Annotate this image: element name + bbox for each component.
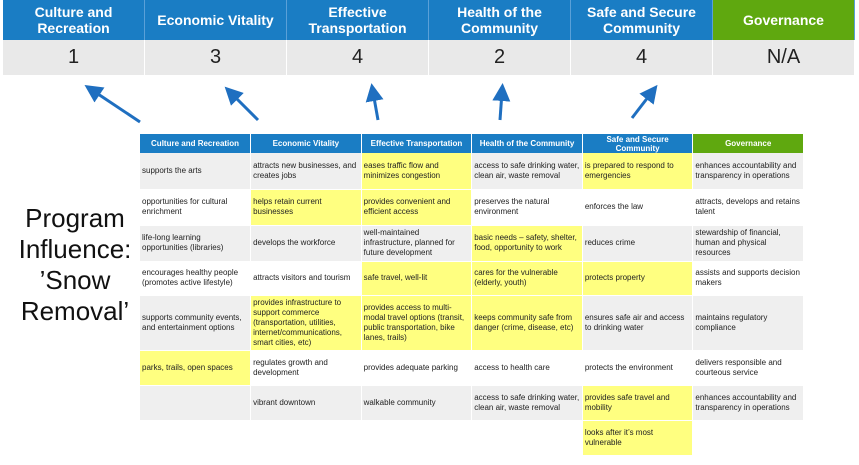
arrows <box>84 83 658 124</box>
table-cell <box>361 420 473 456</box>
summary-score: 2 <box>429 40 571 75</box>
arrow-icon <box>365 83 384 121</box>
summary-score: N/A <box>713 40 855 75</box>
arrow-icon <box>224 86 260 122</box>
table-cell: enforces the law <box>582 189 694 226</box>
table-cell: opportunities for cultural enrichment <box>140 189 252 226</box>
table-cell: attracts visitors and tourism <box>250 261 362 296</box>
table-cell: keeps community safe from danger (crime,… <box>471 295 583 351</box>
arrow-icon <box>84 85 141 124</box>
table-cell: eases traffic flow and minimizes congest… <box>361 153 473 190</box>
table-cell <box>140 420 252 456</box>
table-cell: provides safe travel and mobility <box>582 385 694 421</box>
table-cell: well-maintained infrastructure, planned … <box>361 225 473 262</box>
arrow-icon <box>630 84 658 119</box>
table-cell: ensures safe air and access to drinking … <box>582 295 694 351</box>
table-cell: preserves the natural environment <box>471 189 583 226</box>
column-header: Economic Vitality <box>250 134 362 153</box>
summary-header: Effective Transportation <box>287 0 429 40</box>
arrow-icon <box>492 83 511 121</box>
table-cell: looks after it’s most vulnerable <box>582 420 694 456</box>
table-cell: walkable community <box>361 385 473 421</box>
table-cell: delivers responsible and courteous servi… <box>692 350 804 386</box>
program-influence-label: Program Influence: ’Snow Removal’ <box>18 203 132 326</box>
table-row: parks, trails, open spaces regulates grow… <box>140 350 804 386</box>
table-cell: supports community events, and entertain… <box>140 295 252 351</box>
table-cell: reduces crime <box>582 225 694 262</box>
influence-table: Culture and Recreation Economic Vitality E… <box>140 134 804 456</box>
table-cell: helps retain current businesses <box>250 189 362 226</box>
table-cell <box>471 420 583 456</box>
column-header: Effective Transportation <box>361 134 473 153</box>
table-cell: life-long learning opportunities (librar… <box>140 225 252 262</box>
column-header: Health of the Community <box>471 134 583 153</box>
table-row: supports community events, and entertain… <box>140 295 804 351</box>
table-row: encourages healthy people (promotes acti… <box>140 261 804 296</box>
table-row: supports the arts attracts new businesses… <box>140 153 804 190</box>
table-cell: provides access to multi-modal travel op… <box>361 295 473 351</box>
table-cell: enhances accountability and transparency… <box>692 153 804 190</box>
summary-score: 1 <box>3 40 145 75</box>
column-header: Governance <box>692 134 804 153</box>
table-cell: parks, trails, open spaces <box>140 350 252 386</box>
table-cell: protects the environment <box>582 350 694 386</box>
table-cell: encourages healthy people (promotes acti… <box>140 261 252 296</box>
column-header: Culture and Recreation <box>140 134 252 153</box>
table-row: looks after it’s most vulnerable <box>140 420 804 456</box>
summary-header: Health of the Community <box>429 0 571 40</box>
summary-scorecard: Culture and Recreation Economic Vitality E… <box>3 0 856 75</box>
summary-score: 4 <box>571 40 713 75</box>
table-cell: enhances accountability and transparency… <box>692 385 804 421</box>
table-cell: develops the workforce <box>250 225 362 262</box>
table-cell: attracts, develops and retains talent <box>692 189 804 226</box>
table-cell: provides infrastructure to support comme… <box>250 295 362 351</box>
table-cell: maintains regulatory compliance <box>692 295 804 351</box>
table-cell: access to safe drinking water, clean air… <box>471 385 583 421</box>
table-cell: is prepared to respond to emergencies <box>582 153 694 190</box>
table-cell <box>692 420 804 456</box>
table-cell: access to health care <box>471 350 583 386</box>
table-row: life-long learning opportunities (librar… <box>140 225 804 262</box>
table-cell: regulates growth and development <box>250 350 362 386</box>
table-cell: provides convenient and efficient access <box>361 189 473 226</box>
table-cell: supports the arts <box>140 153 252 190</box>
table-cell: assists and supports decision makers <box>692 261 804 296</box>
table-cell: access to safe drinking water, clean air… <box>471 153 583 190</box>
table-cell: provides adequate parking <box>361 350 473 386</box>
summary-score: 3 <box>145 40 287 75</box>
table-cell: stewardship of financial, human and phys… <box>692 225 804 262</box>
table-row: vibrant downtown walkable community access… <box>140 385 804 421</box>
table-cell <box>250 420 362 456</box>
table-cell <box>140 385 252 421</box>
summary-score: 4 <box>287 40 429 75</box>
summary-header: Culture and Recreation <box>3 0 145 40</box>
column-header: Safe and Secure Community <box>582 134 694 153</box>
summary-header: Economic Vitality <box>145 0 287 40</box>
table-cell: protects property <box>582 261 694 296</box>
table-row: opportunities for cultural enrichment hel… <box>140 189 804 226</box>
table-cell: attracts new businesses, and creates job… <box>250 153 362 190</box>
summary-header: Safe and Secure Community <box>571 0 713 40</box>
table-cell: basic needs – safety, shelter, food, opp… <box>471 225 583 262</box>
table-cell: safe travel, well-lit <box>361 261 473 296</box>
summary-header: Governance <box>713 0 855 40</box>
table-cell: cares for the vulnerable (elderly, youth… <box>471 261 583 296</box>
table-cell: vibrant downtown <box>250 385 362 421</box>
